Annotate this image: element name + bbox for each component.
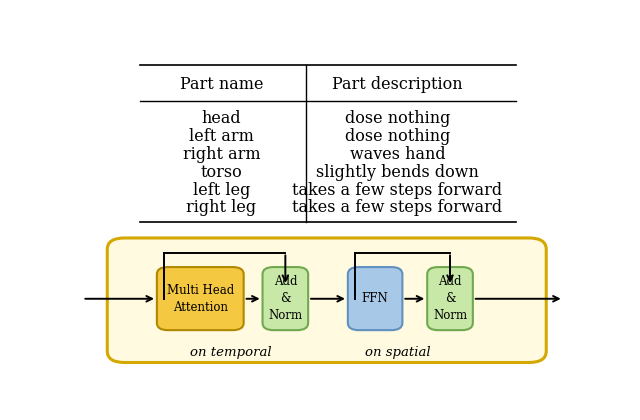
Text: dose nothing: dose nothing bbox=[345, 110, 450, 127]
Text: Add
&
Norm: Add & Norm bbox=[433, 275, 467, 322]
FancyBboxPatch shape bbox=[108, 238, 547, 362]
Text: Multi Head
Attention: Multi Head Attention bbox=[166, 284, 234, 314]
Text: on spatial: on spatial bbox=[365, 346, 430, 359]
FancyBboxPatch shape bbox=[348, 267, 403, 330]
Text: Part description: Part description bbox=[332, 76, 463, 93]
Text: right leg: right leg bbox=[186, 200, 257, 216]
FancyBboxPatch shape bbox=[157, 267, 244, 330]
Text: waves hand: waves hand bbox=[349, 146, 445, 163]
FancyBboxPatch shape bbox=[262, 267, 308, 330]
Text: torso: torso bbox=[200, 164, 242, 181]
Text: head: head bbox=[202, 110, 241, 127]
Text: dose nothing: dose nothing bbox=[345, 128, 450, 145]
Text: FFN: FFN bbox=[362, 292, 388, 305]
Text: takes a few steps forward: takes a few steps forward bbox=[292, 200, 502, 216]
Text: takes a few steps forward: takes a few steps forward bbox=[292, 181, 502, 199]
Text: Add
&
Norm: Add & Norm bbox=[268, 275, 303, 322]
Text: left arm: left arm bbox=[189, 128, 254, 145]
FancyBboxPatch shape bbox=[428, 267, 473, 330]
Text: left leg: left leg bbox=[193, 181, 250, 199]
Text: Part name: Part name bbox=[180, 76, 263, 93]
Text: right arm: right arm bbox=[182, 146, 260, 163]
Text: on temporal: on temporal bbox=[191, 346, 272, 359]
Text: slightly bends down: slightly bends down bbox=[316, 164, 479, 181]
